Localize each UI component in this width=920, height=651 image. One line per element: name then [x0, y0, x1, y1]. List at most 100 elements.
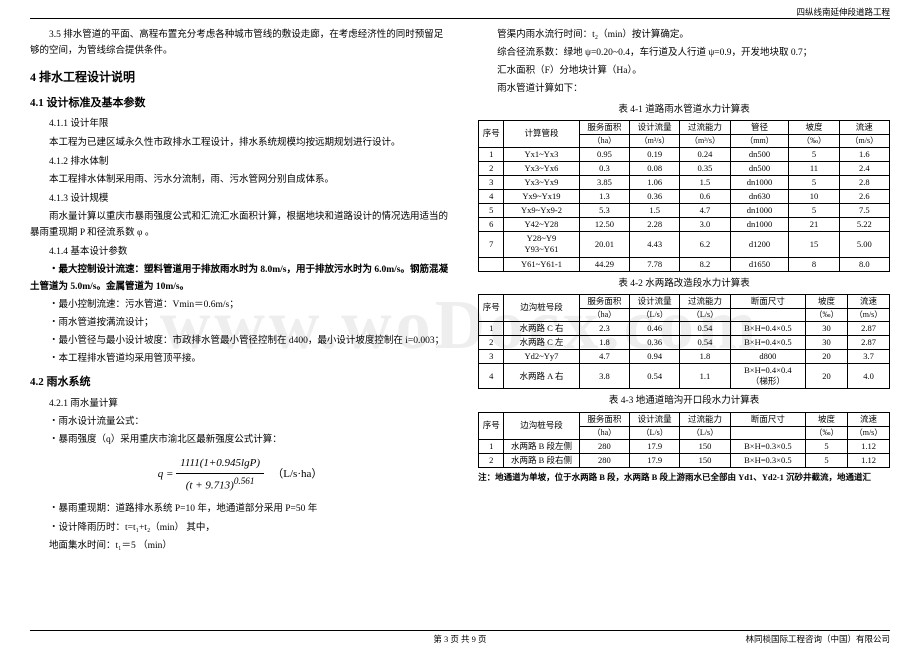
right-column: 管渠内雨水流行时间：t₂（min）按计算确定。 综合径流系数：绿地 ψ=0.20…	[478, 27, 890, 607]
td: 5	[789, 148, 839, 162]
td: 1.06	[630, 176, 680, 190]
th: 坡度	[789, 120, 839, 134]
td: 280	[579, 439, 629, 453]
td: 5.22	[839, 218, 889, 232]
th-unit: （‰）	[789, 134, 839, 147]
td: 17.9	[630, 454, 680, 468]
td: 5	[789, 204, 839, 218]
td: 8	[789, 257, 839, 271]
heading-4-2-1: 4.2.1 雨水量计算	[30, 396, 450, 412]
td: 1	[479, 439, 504, 453]
bullet-duration: ・设计降雨历时：t=t₁+t₂（min） 其中，	[30, 520, 450, 536]
th-unit: （m/s）	[839, 134, 889, 147]
td: Yx9~Yx9-2	[504, 204, 579, 218]
td: 4.43	[630, 232, 680, 257]
td: 1.5	[630, 204, 680, 218]
td: 2.8	[839, 176, 889, 190]
td	[479, 257, 504, 271]
td: 0.95	[579, 148, 629, 162]
para-3-5: 3.5 排水管道的平面、高程布置充分考虑各种城市管线的敷设走廊，在考虑经济性的同…	[30, 27, 450, 59]
td: B×H=0.3×0.5	[730, 439, 805, 453]
formula-unit: （L/s·ha）	[272, 468, 322, 480]
heading-4-1-2: 4.1.2 排水体制	[30, 154, 450, 170]
table1-title: 表 4-1 道路雨水管道水力计算表	[478, 102, 890, 118]
left-column: 3.5 排水管道的平面、高程布置充分考虑各种城市管线的敷设走廊，在考虑经济性的同…	[30, 27, 450, 607]
td: B×H=0.3×0.5	[730, 454, 805, 468]
td: 2.28	[630, 218, 680, 232]
table-row: 1水两路 B 段左侧28017.9150B×H=0.3×0.551.12	[479, 439, 890, 453]
th: 序号	[479, 412, 504, 439]
para-4-1-2: 本工程排水体制采用雨、污水分流制，雨、污水管网分别自成体系。	[30, 172, 450, 188]
td: Yd2~Yy7	[504, 350, 579, 364]
th: 边沟桩号段	[504, 294, 579, 321]
th: 服务面积	[579, 412, 629, 426]
heading-4-1: 4.1 设计标准及基本参数	[30, 94, 450, 113]
td: 1	[479, 322, 504, 336]
td: B×H=0.4×0.4（梯形）	[730, 364, 805, 389]
bullet-t1: 地面集水时间：t₁＝5 （min）	[30, 538, 450, 554]
td: 7.5	[839, 204, 889, 218]
heading-4-2: 4.2 雨水系统	[30, 373, 450, 392]
td: Y28~Y9Y93~Y61	[504, 232, 579, 257]
table-row: 6Y42~Y2812.502.283.0dn1000215.22	[479, 218, 890, 232]
td: 水两路 C 左	[504, 336, 579, 350]
para-area: 汇水面积（F）分地块计算（Ha）。	[478, 63, 890, 79]
table-row: 1Yx1~Yx30.950.190.24dn50051.6	[479, 148, 890, 162]
th-unit: （ha）	[579, 134, 629, 147]
td: 3.0	[680, 218, 730, 232]
bullet-min-diameter: ・最小管径与最小设计坡度：市政排水管最小管径控制在 d400，最小设计坡度控制在…	[30, 333, 450, 349]
td: dn1000	[730, 218, 789, 232]
heading-4-1-4: 4.1.4 基本设计参数	[30, 244, 450, 260]
page-container: 四纵线南延伸段道路工程 3.5 排水管道的平面、高程布置充分考虑各种城市管线的敷…	[0, 0, 920, 651]
table-4-3: 序号边沟桩号段服务面积设计流量过流能力断面尺寸坡度流速（ha）（L/s）（L/s…	[478, 412, 890, 469]
th: 设计流量	[630, 294, 680, 308]
td: 5.3	[579, 204, 629, 218]
th-unit: （mm）	[730, 134, 789, 147]
td: 2.87	[848, 322, 890, 336]
footer: 第 3 页 共 9 页 林同棪国际工程咨询（中国）有限公司	[30, 630, 890, 645]
th: 序号	[479, 120, 504, 147]
td: Y61~Y61-1	[504, 257, 579, 271]
td: 44.29	[579, 257, 629, 271]
two-column-layout: 3.5 排水管道的平面、高程布置充分考虑各种城市管线的敷设走廊，在考虑经济性的同…	[30, 27, 890, 607]
th-unit	[730, 308, 805, 321]
footer-company: 林同棪国际工程咨询（中国）有限公司	[745, 633, 890, 645]
table-row: 4Yx9~Yx191.30.360.6dn630102.6	[479, 190, 890, 204]
td: 2.3	[579, 322, 629, 336]
td: dn1000	[730, 176, 789, 190]
heading-4-1-3: 4.1.3 设计规模	[30, 191, 450, 207]
td: 15	[789, 232, 839, 257]
table-4-1: 序号计算管段服务面积设计流量过流能力管径坡度流速（ha）（m³/s）（m³/s）…	[478, 120, 890, 272]
td: 2.4	[839, 162, 889, 176]
td: 0.36	[630, 190, 680, 204]
bullet-storm-intensity: ・暴雨强度（q）采用重庆市渝北区最新强度公式计算：	[30, 432, 450, 448]
td: 3.7	[848, 350, 890, 364]
th: 服务面积	[579, 294, 629, 308]
td: 2	[479, 162, 504, 176]
td: d800	[730, 350, 805, 364]
td: 8.2	[680, 257, 730, 271]
td: Y42~Y28	[504, 218, 579, 232]
td: 1	[479, 148, 504, 162]
th: 流速	[848, 412, 890, 426]
bullet-min-speed: ・最小控制流速：污水管道：Vmin＝0.6m/s；	[30, 297, 450, 313]
heading-4-1-1: 4.1.1 设计年限	[30, 116, 450, 132]
td: 4.0	[848, 364, 890, 389]
th-unit	[730, 426, 805, 439]
td: 5	[789, 176, 839, 190]
th-unit: （L/s）	[680, 426, 730, 439]
td: Yx3~Yx9	[504, 176, 579, 190]
th-unit: （L/s）	[630, 426, 680, 439]
td: 2.87	[848, 336, 890, 350]
th-unit: （m/s）	[848, 308, 890, 321]
table3-title: 表 4-3 地通道暗沟开口段水力计算表	[478, 393, 890, 409]
th: 设计流量	[630, 412, 680, 426]
td: 30	[806, 336, 848, 350]
td: 4.7	[579, 350, 629, 364]
td: 5	[806, 454, 848, 468]
td: 0.36	[630, 336, 680, 350]
td: d1650	[730, 257, 789, 271]
td: 2	[479, 336, 504, 350]
td: 5.00	[839, 232, 889, 257]
td: d1200	[730, 232, 789, 257]
